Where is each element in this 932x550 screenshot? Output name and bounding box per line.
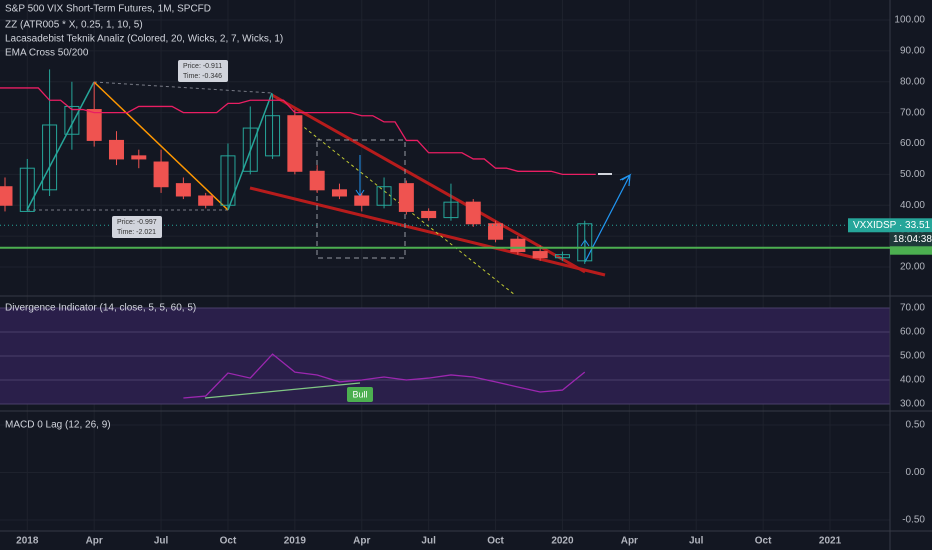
candle-body: [287, 115, 303, 172]
y-tick-label: 90.00: [900, 46, 925, 57]
x-tick-label: Jul: [689, 536, 704, 547]
annotation: Price: -0.911: [183, 63, 222, 70]
pane-title: Divergence Indicator (14, close, 5, 5, 6…: [5, 303, 196, 314]
x-tick-label: 2021: [819, 536, 842, 547]
x-tick-label: 2020: [551, 536, 574, 547]
candle-body: [331, 189, 347, 197]
y-tick-label: 40.00: [900, 200, 925, 211]
y-tick-label: 100.00: [894, 15, 925, 26]
y-tick-label: 20.00: [900, 262, 925, 273]
x-tick-label: Apr: [86, 536, 103, 547]
x-tick-label: Jul: [154, 536, 169, 547]
signal-label: Bull: [352, 389, 367, 399]
arrow-head: [619, 174, 631, 187]
y-tick-label: 0.50: [906, 420, 926, 431]
series-line: [183, 353, 586, 399]
zigzag-up: [26, 81, 95, 211]
candle-body: [354, 195, 370, 206]
y-tick-label: -0.50: [902, 515, 925, 526]
candle-body: [42, 124, 58, 191]
y-tick-label: 60.00: [900, 327, 925, 338]
countdown-tag: [890, 232, 932, 247]
x-tick-label: Apr: [621, 536, 638, 547]
series-line: [0, 87, 596, 176]
indicator-legend: Lacasadebist Teknik Analiz (Colored, 20,…: [5, 34, 283, 45]
candle-body: [510, 238, 526, 253]
candle-body: [86, 109, 102, 141]
trend-line: [271, 93, 586, 274]
last-price-tag: [848, 218, 932, 233]
candle-body: [220, 155, 236, 206]
candle-body: [242, 127, 258, 172]
candle-body: [19, 167, 35, 212]
labels: Price: -0.911 Time: -0.346 Price: -0.997…: [5, 4, 932, 547]
indicator-legend: EMA Cross 50/200: [5, 48, 89, 59]
zigzag-down: [93, 81, 229, 211]
candle-body: [398, 183, 414, 212]
candle-body: [265, 115, 281, 157]
candle-body: [532, 251, 548, 259]
y-tick-label: 40.00: [900, 375, 925, 386]
candle-body: [0, 186, 13, 206]
countdown: 18:04:38: [893, 234, 932, 245]
candle-body: [64, 105, 80, 135]
y-tick-label: 30.00: [900, 399, 925, 410]
y-tick-label: 60.00: [900, 138, 925, 149]
candle-body: [108, 139, 124, 160]
signal-box: [347, 387, 373, 402]
x-tick-label: Oct: [220, 536, 237, 547]
y-tick-label: 70.00: [900, 107, 925, 118]
candle-body: [554, 254, 570, 259]
candle-body: [577, 223, 593, 262]
candle-body: [421, 210, 437, 219]
x-tick-label: Apr: [353, 536, 370, 547]
x-tick-label: Jul: [421, 536, 436, 547]
x-tick-label: 2018: [16, 536, 39, 547]
indicator-legend: ZZ (ATR005 * X, 0.25, 1, 10, 5): [5, 20, 143, 31]
candle-body: [488, 223, 504, 240]
y-tick-label: 70.00: [900, 303, 925, 314]
y-tick-label: 50.00: [900, 169, 925, 180]
pane-title: MACD 0 Lag (12, 26, 9): [5, 420, 111, 431]
candle-body: [443, 201, 459, 219]
y-tick-label: 0.00: [906, 467, 926, 478]
candle-body: [131, 155, 147, 160]
annotation: Time: -2.021: [117, 229, 156, 236]
x-tick-label: 2019: [284, 536, 307, 547]
candle-body: [175, 183, 191, 197]
divergence-line: [204, 382, 361, 399]
y-tick-label: 50.00: [900, 351, 925, 362]
candle-body: [309, 170, 325, 191]
marks: [0, 69, 890, 399]
candle-body: [465, 201, 481, 225]
candle-body: [153, 161, 169, 188]
last-price-label: VXXIDSP · 33.51: [853, 220, 931, 231]
candle-body: [198, 195, 214, 206]
annotation: Time: -0.346: [183, 73, 222, 80]
y-tick-label: 80.00: [900, 76, 925, 87]
annotation-box: [178, 60, 228, 82]
x-tick-label: Oct: [487, 536, 504, 547]
candle-body: [376, 186, 392, 206]
trend-line: [249, 186, 606, 277]
x-tick-label: Oct: [755, 536, 772, 547]
chart-title: S&P 500 VIX Short-Term Futures, 1M, SPCF…: [5, 4, 211, 15]
annotation: Price: -0.997: [117, 219, 157, 226]
annotation-box: [112, 216, 162, 238]
